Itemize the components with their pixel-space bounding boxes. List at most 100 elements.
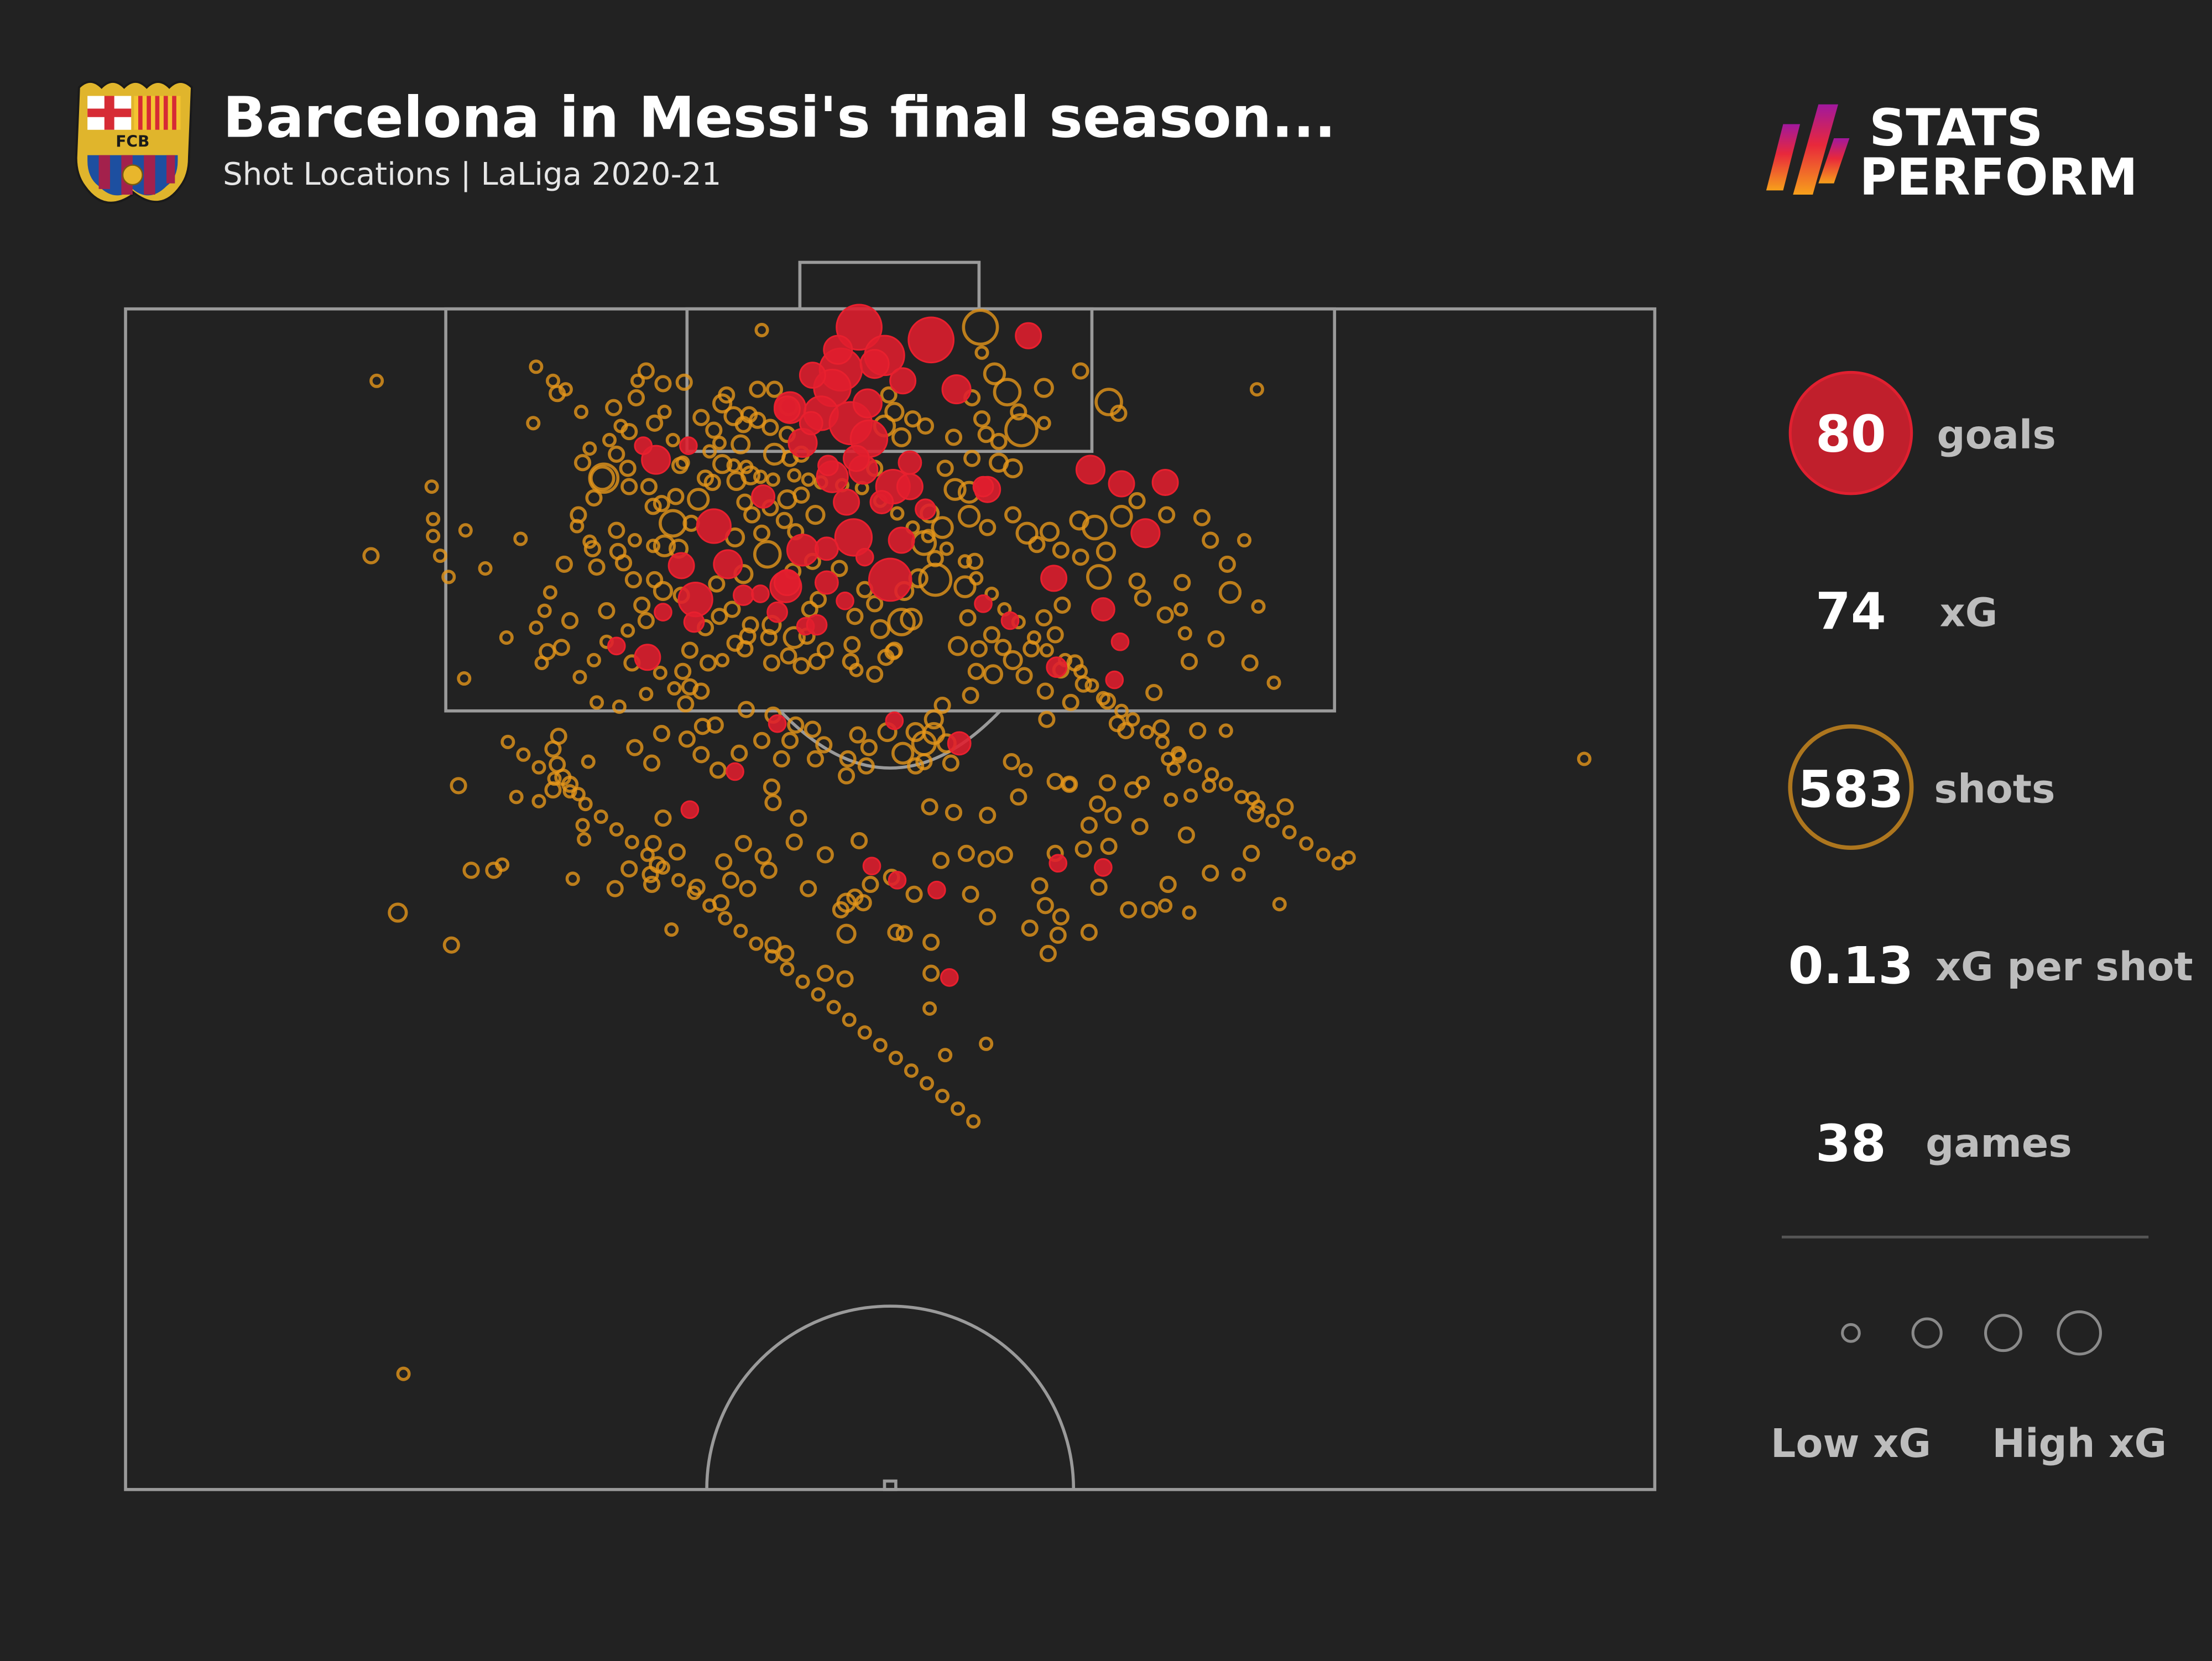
shot-marker: [1072, 549, 1089, 566]
shot-marker: [905, 722, 926, 743]
shot-marker: [866, 595, 884, 613]
shot-marker: [1180, 652, 1198, 670]
shot-marker: [499, 630, 514, 645]
shot-marker: [1049, 926, 1067, 944]
shot-marker: [734, 834, 752, 853]
stats-perform-slash-icon: [1766, 104, 1850, 195]
shot-marker: [362, 547, 380, 565]
shot-marker: [653, 534, 676, 557]
shot-marker: [962, 885, 979, 903]
shot-marker: [1171, 746, 1186, 761]
shot-marker: [781, 450, 799, 467]
shot-marker: [593, 809, 608, 824]
shot-marker: [945, 429, 963, 446]
legend-low-label: Low xG: [1771, 1420, 1931, 1466]
shot-marker: [836, 923, 857, 944]
shot-marker: [562, 784, 577, 799]
center-spot: [883, 1479, 898, 1491]
shot-marker: [681, 641, 699, 659]
shot-marker: [979, 908, 997, 926]
shot-marker: [907, 757, 925, 775]
shot-marker: [804, 720, 821, 738]
xg-per-shot-value: 0.13: [1788, 936, 1914, 995]
shot-marker: [873, 1038, 888, 1053]
shot-marker: [966, 552, 984, 570]
goal-marker: [836, 591, 854, 610]
shot-marker: [1053, 596, 1071, 614]
shot-marker: [953, 575, 977, 598]
shot-marker: [749, 380, 766, 398]
goal-marker: [751, 484, 776, 509]
shot-marker: [643, 754, 661, 772]
shot-marker: [983, 664, 1004, 685]
shot-marker: [1094, 388, 1123, 416]
shot-marker: [888, 1051, 903, 1065]
shot-marker: [739, 627, 757, 645]
goal-marker: [817, 455, 839, 477]
shot-marker: [712, 454, 733, 474]
shot-marker: [598, 602, 615, 620]
shot-marker: [754, 847, 772, 865]
shot-marker: [1139, 724, 1154, 739]
shot-marker: [426, 511, 441, 526]
shot-marker: [531, 760, 546, 775]
shot-marker: [609, 542, 627, 561]
shot-marker: [805, 505, 826, 525]
shot-marker: [646, 571, 664, 589]
shot-marker: [687, 885, 702, 900]
shot-marker: [870, 619, 890, 639]
shot-marker: [966, 1114, 981, 1129]
shot-marker: [1114, 703, 1129, 718]
shot-marker: [736, 493, 754, 511]
shot-marker: [816, 846, 834, 864]
shot-marker: [667, 488, 685, 505]
shot-marker: [531, 793, 546, 808]
shot-marker: [921, 798, 938, 816]
games-label: games: [1926, 1120, 2072, 1166]
goal-marker: [607, 636, 626, 656]
goal-marker: [888, 871, 907, 890]
chart-title: Barcelona in Messi's final season...: [223, 85, 1336, 150]
shot-marker: [1124, 781, 1142, 799]
shot-marker: [810, 591, 827, 608]
shot-marker: [1034, 378, 1054, 398]
shot-marker: [1080, 923, 1098, 941]
crest-text: FCB: [116, 132, 149, 150]
shot-marker: [979, 1036, 994, 1051]
xg-per-shot-label: xG per shot: [1936, 944, 2193, 990]
shot-marker: [839, 750, 857, 768]
shot-marker: [1141, 901, 1159, 918]
shot-marker: [577, 832, 592, 847]
shot-marker: [424, 479, 439, 494]
shot-marker: [742, 616, 759, 634]
shot-marker: [816, 964, 834, 982]
goal: [798, 260, 981, 311]
shot-marker: [1010, 788, 1027, 806]
shot-marker: [993, 378, 1022, 406]
shot-marker: [904, 1063, 919, 1078]
shot-marker: [1039, 643, 1054, 658]
shot-marker: [1038, 711, 1056, 728]
shots-no-goal-layer: [362, 309, 1592, 1381]
shot-marker: [495, 857, 510, 872]
goal-marker: [862, 856, 881, 876]
shot-marker: [880, 386, 898, 404]
legend-high-label: High xG: [1992, 1420, 2167, 1466]
shot-marker: [1098, 774, 1117, 792]
shot-marker: [578, 797, 593, 812]
xg-value: 74: [1815, 582, 1886, 641]
shot-marker: [1193, 509, 1211, 526]
legend-circle-m: [1984, 1314, 2022, 1352]
shot-marker: [1015, 667, 1033, 685]
stats-perform-logo: STATS PERFORM: [1766, 98, 2138, 207]
shots-value: 583: [1798, 760, 1904, 819]
shot-marker: [1128, 572, 1146, 590]
shot-marker: [619, 459, 637, 477]
shot-marker: [895, 925, 913, 943]
shot-marker: [1265, 813, 1280, 828]
shot-marker: [962, 687, 979, 704]
shot-marker: [826, 1000, 841, 1015]
shot-marker: [547, 771, 562, 786]
shot-marker: [581, 754, 596, 769]
shot-marker: [785, 833, 803, 851]
